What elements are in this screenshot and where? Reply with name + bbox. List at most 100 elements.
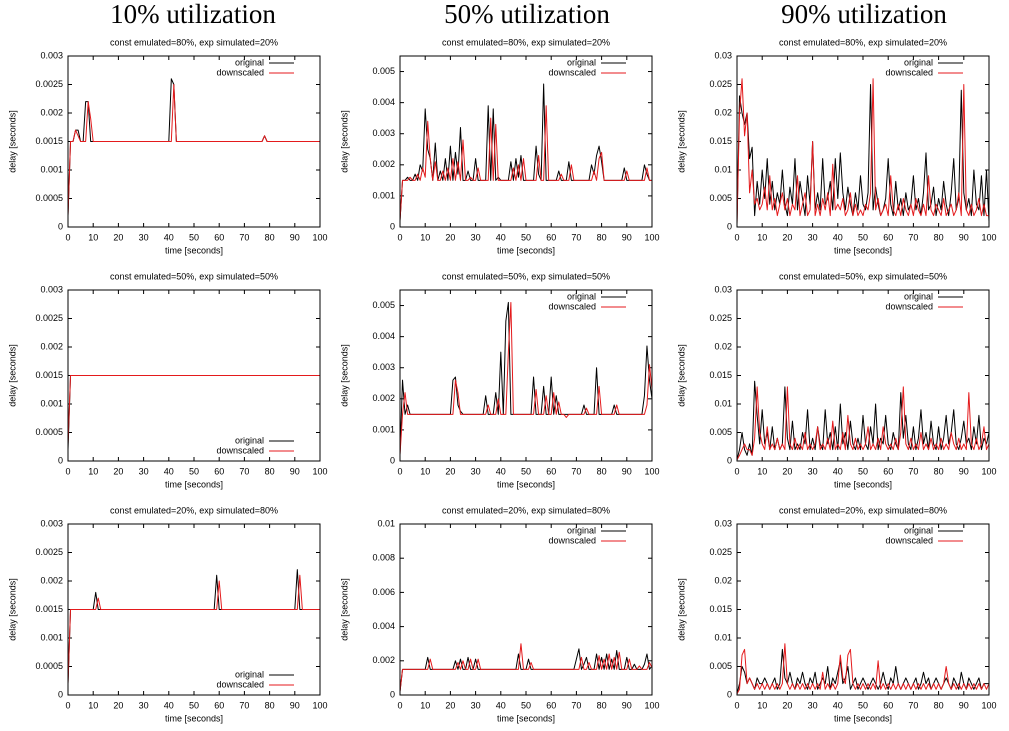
y-tick-label: 0.015 bbox=[709, 136, 732, 146]
x-tick-label: 80 bbox=[934, 466, 944, 476]
y-tick-label: 0.005 bbox=[372, 300, 395, 310]
legend-label: downscaled bbox=[885, 67, 933, 77]
y-tick-label: 0.006 bbox=[372, 587, 395, 597]
legend-label: original bbox=[904, 291, 933, 301]
legend-label: original bbox=[235, 669, 264, 679]
x-axis-title: time [seconds] bbox=[497, 713, 555, 723]
y-tick-label: 0.01 bbox=[714, 398, 732, 408]
legend-label: original bbox=[235, 435, 264, 445]
series-line bbox=[399, 105, 652, 221]
y-tick-label: 0.0005 bbox=[35, 193, 63, 203]
x-tick-label: 10 bbox=[757, 466, 767, 476]
y-tick-label: 0.001 bbox=[372, 190, 395, 200]
x-tick-label: 50 bbox=[858, 232, 868, 242]
series-line bbox=[399, 648, 653, 692]
x-tick-label: 100 bbox=[312, 232, 327, 242]
y-tick-label: 0.005 bbox=[709, 193, 732, 203]
legend-label: downscaled bbox=[216, 67, 264, 77]
chart-subtitle: const emulated=50%, exp simulated=50% bbox=[110, 271, 278, 281]
chart-subtitle: const emulated=80%, exp simulated=20% bbox=[779, 37, 947, 47]
x-tick-label: 30 bbox=[471, 232, 481, 242]
x-tick-label: 0 bbox=[734, 232, 739, 242]
x-tick-label: 80 bbox=[934, 232, 944, 242]
chart-subtitle: const emulated=50%, exp simulated=50% bbox=[442, 271, 610, 281]
y-tick-label: 0.02 bbox=[714, 107, 732, 117]
y-tick-label: 0 bbox=[390, 455, 395, 465]
series-line bbox=[67, 569, 320, 684]
y-tick-label: 0.01 bbox=[377, 518, 395, 528]
y-tick-label: 0 bbox=[727, 455, 732, 465]
series-line bbox=[736, 84, 990, 225]
y-tick-label: 0.003 bbox=[40, 284, 63, 294]
y-tick-label: 0.03 bbox=[714, 284, 732, 294]
x-tick-label: 10 bbox=[757, 700, 767, 710]
legend-label: original bbox=[567, 291, 596, 301]
x-tick-label: 60 bbox=[546, 232, 556, 242]
y-tick-label: 0.0015 bbox=[35, 604, 63, 614]
y-tick-label: 0 bbox=[58, 221, 63, 231]
y-tick-label: 0.025 bbox=[709, 313, 732, 323]
y-tick-label: 0.004 bbox=[372, 97, 395, 107]
y-tick-label: 0 bbox=[390, 221, 395, 231]
y-tick-label: 0.03 bbox=[714, 518, 732, 528]
y-axis-title: delay [seconds] bbox=[339, 344, 349, 407]
legend-label: original bbox=[904, 57, 933, 67]
y-tick-label: 0.0025 bbox=[35, 313, 63, 323]
y-tick-label: 0.0005 bbox=[35, 661, 63, 671]
y-tick-label: 0.003 bbox=[372, 128, 395, 138]
y-axis-title: delay [seconds] bbox=[339, 578, 349, 641]
legend-label: original bbox=[235, 57, 264, 67]
y-tick-label: 0.002 bbox=[40, 575, 63, 585]
x-tick-label: 40 bbox=[833, 232, 843, 242]
y-tick-label: 0.002 bbox=[40, 107, 63, 117]
series-line bbox=[736, 648, 989, 694]
series-line bbox=[399, 643, 653, 692]
x-tick-label: 0 bbox=[65, 466, 70, 476]
legend-label: downscaled bbox=[885, 535, 933, 545]
y-tick-label: 0.02 bbox=[714, 341, 732, 351]
y-tick-label: 0 bbox=[727, 689, 732, 699]
y-tick-label: 0.0015 bbox=[35, 370, 63, 380]
x-tick-label: 30 bbox=[808, 466, 818, 476]
column-title: 10% utilization bbox=[110, 0, 276, 29]
legend-label: downscaled bbox=[548, 67, 596, 77]
legend-label: original bbox=[567, 525, 596, 535]
y-tick-label: 0.003 bbox=[372, 362, 395, 372]
plot-frame bbox=[67, 289, 321, 462]
y-tick-label: 0.0005 bbox=[35, 427, 63, 437]
x-tick-label: 90 bbox=[622, 232, 632, 242]
x-tick-label: 50 bbox=[521, 700, 531, 710]
y-tick-label: 0.015 bbox=[709, 604, 732, 614]
legend-label: downscaled bbox=[548, 301, 596, 311]
x-tick-label: 20 bbox=[782, 232, 792, 242]
y-tick-label: 0.002 bbox=[372, 159, 395, 169]
x-axis-title: time [seconds] bbox=[165, 713, 223, 723]
y-tick-label: 0.003 bbox=[40, 518, 63, 528]
series-line bbox=[736, 78, 989, 225]
x-tick-label: 90 bbox=[290, 700, 300, 710]
series-line bbox=[67, 375, 320, 450]
y-tick-label: 0.008 bbox=[372, 553, 395, 563]
plot-frame bbox=[399, 55, 653, 228]
y-tick-label: 0.005 bbox=[709, 427, 732, 437]
x-tick-label: 100 bbox=[981, 466, 996, 476]
chart-subtitle: const emulated=20%, exp simulated=80% bbox=[442, 505, 610, 515]
x-tick-label: 60 bbox=[883, 232, 893, 242]
x-tick-label: 90 bbox=[622, 700, 632, 710]
x-tick-label: 70 bbox=[239, 466, 249, 476]
x-tick-label: 100 bbox=[312, 700, 327, 710]
x-tick-label: 70 bbox=[908, 466, 918, 476]
x-tick-label: 20 bbox=[445, 466, 455, 476]
x-tick-label: 30 bbox=[471, 466, 481, 476]
series-line bbox=[736, 643, 990, 695]
chart-subtitle: const emulated=20%, exp simulated=80% bbox=[110, 505, 278, 515]
y-axis-title: delay [seconds] bbox=[676, 110, 686, 173]
x-tick-label: 100 bbox=[981, 700, 996, 710]
x-axis-title: time [seconds] bbox=[165, 479, 223, 489]
x-tick-label: 60 bbox=[546, 466, 556, 476]
plot-frame bbox=[736, 523, 990, 696]
x-tick-label: 90 bbox=[290, 466, 300, 476]
x-tick-label: 40 bbox=[833, 700, 843, 710]
y-tick-label: 0.01 bbox=[714, 632, 732, 642]
x-tick-label: 20 bbox=[113, 700, 123, 710]
